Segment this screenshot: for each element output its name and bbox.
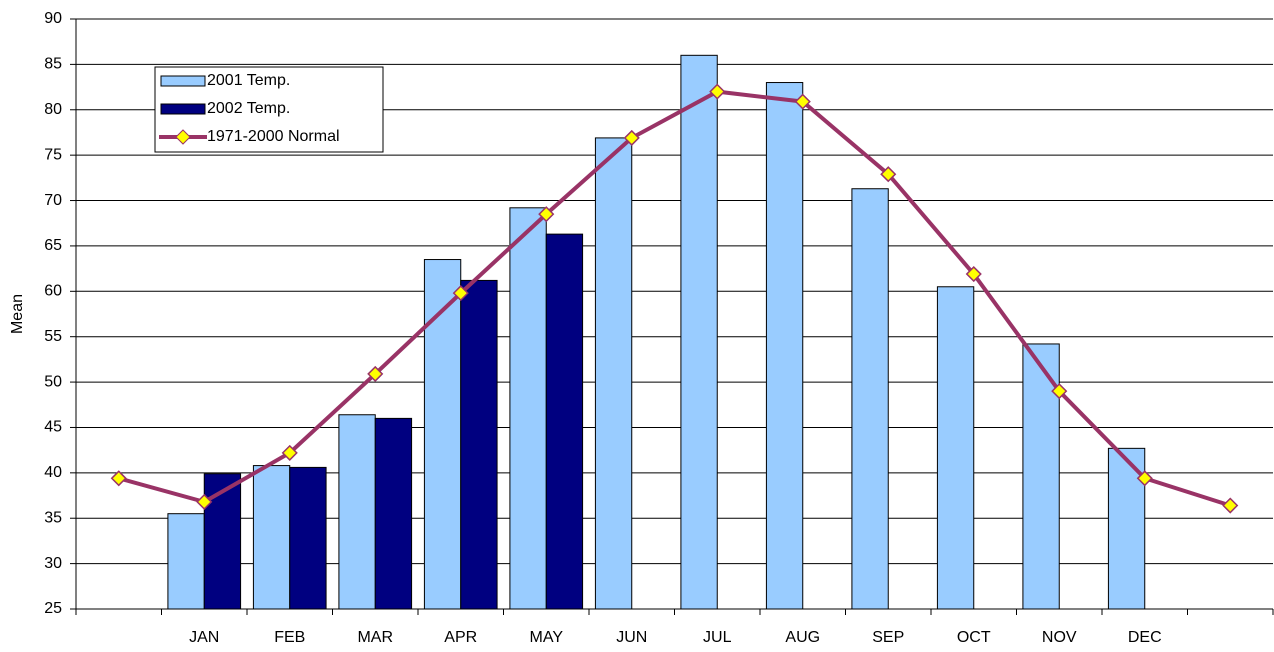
bar [680,54,718,610]
x-tick-label: FEB [274,629,305,646]
marker [965,266,982,283]
marker [794,93,811,110]
marker [1051,383,1068,400]
x-tick-label: DEC [1128,629,1162,646]
bar [545,233,584,610]
y-tick-label: 70 [44,192,62,209]
marker [367,365,384,382]
bar [1022,343,1060,610]
marker [880,166,897,183]
legend-label: 2002 Temp. [207,100,290,117]
bar [765,82,804,610]
y-tick-label: 30 [44,555,62,572]
x-tick-label: APR [444,629,477,646]
y-tick-label: 35 [44,509,62,526]
marker [1222,497,1239,514]
y-tick-label: 55 [44,328,62,345]
y-tick-label: 80 [44,101,62,118]
y-tick-label: 60 [44,283,62,300]
bar [167,513,205,610]
bar [374,417,413,610]
y-tick-label: 45 [44,419,62,436]
bar [338,414,376,610]
bar [460,279,498,610]
x-tick-label: JUL [703,629,732,646]
y-tick-label: 65 [44,237,62,254]
bar [289,466,327,610]
legend-label: 1971-2000 Normal [207,128,340,145]
marker [281,444,298,461]
x-tick-label: JAN [189,629,219,646]
marker [452,285,469,302]
x-tick-label: NOV [1042,629,1077,646]
marker [110,470,127,487]
y-axis-label: Mean [9,294,26,334]
y-tick-label: 85 [44,56,62,73]
marker [538,206,555,223]
bar [851,188,889,610]
bar [1107,447,1146,610]
x-tick-label: MAY [530,629,564,646]
y-tick-label: 25 [44,600,62,617]
legend-swatch [160,103,206,115]
y-tick-label: 50 [44,373,62,390]
x-tick-label: OCT [957,629,991,646]
legend-marker [175,129,191,145]
x-tick-label: AUG [785,629,820,646]
line [118,89,1231,508]
bar [509,207,547,610]
bar [936,286,975,610]
marker [623,129,640,146]
marker [1136,470,1153,487]
x-tick-label: SEP [872,629,904,646]
y-tick-label: 75 [44,146,62,163]
marker [196,493,213,510]
y-tick-label: 90 [44,10,62,27]
bar [594,137,633,610]
bar [203,473,242,610]
y-tick-label: 40 [44,464,62,481]
x-tick-label: MAR [357,629,393,646]
legend-swatch [160,75,206,87]
legend-label: 2001 Temp. [207,72,290,89]
x-tick-label: JUN [616,629,647,646]
marker [709,83,726,100]
bar [252,465,291,610]
